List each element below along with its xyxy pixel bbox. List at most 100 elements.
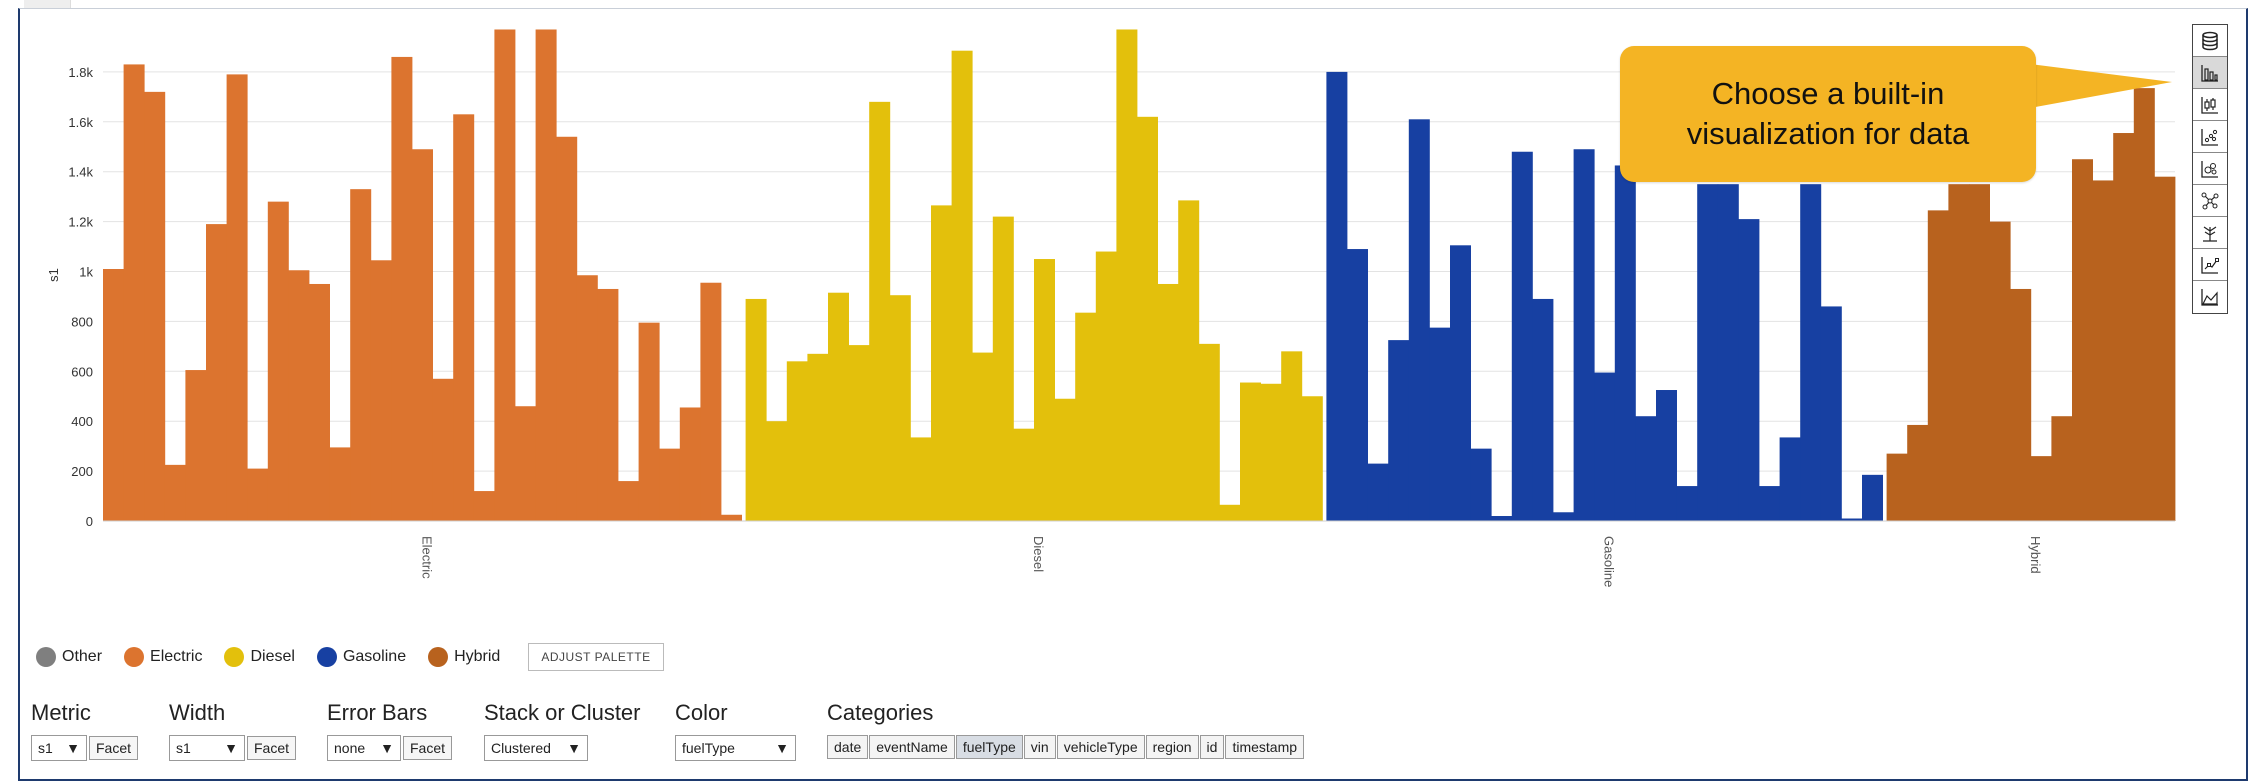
bar-hybrid[interactable]: [1969, 184, 1990, 522]
category-chip-date[interactable]: date: [827, 735, 869, 759]
bar-electric[interactable]: [535, 29, 557, 522]
bar-diesel[interactable]: [1157, 283, 1179, 521]
bar-gasoline[interactable]: [1697, 184, 1719, 522]
bar-electric[interactable]: [103, 269, 124, 521]
bar-diesel[interactable]: [992, 216, 1014, 522]
bar-gasoline[interactable]: [1614, 165, 1636, 521]
bar-electric[interactable]: [391, 56, 413, 522]
bar-diesel[interactable]: [869, 101, 891, 521]
bar-electric[interactable]: [494, 29, 516, 522]
bubble-icon[interactable]: [2193, 153, 2227, 185]
bar-diesel[interactable]: [807, 353, 829, 521]
bar-electric[interactable]: [515, 406, 536, 521]
bar-diesel[interactable]: [1054, 398, 1076, 521]
bar-diesel[interactable]: [1260, 383, 1282, 521]
legend-item-gasoline[interactable]: Gasoline: [316, 647, 406, 667]
bar-hybrid[interactable]: [2154, 176, 2176, 521]
bar-electric[interactable]: [164, 464, 186, 521]
bar-hybrid[interactable]: [1989, 221, 2011, 521]
bar-diesel[interactable]: [910, 437, 932, 521]
category-chip-region[interactable]: region: [1145, 735, 1199, 759]
bar-gasoline[interactable]: [1367, 463, 1389, 521]
bar-gasoline[interactable]: [1532, 298, 1554, 521]
bar-electric[interactable]: [267, 201, 289, 521]
bar-gasoline[interactable]: [1759, 486, 1780, 521]
bar-electric[interactable]: [432, 378, 454, 521]
candlestick-icon[interactable]: [2193, 89, 2227, 121]
bar-gasoline[interactable]: [1717, 184, 1739, 522]
category-chip-vin[interactable]: vin: [1023, 735, 1056, 759]
metric-select[interactable]: s1 ▼: [31, 735, 87, 761]
bar-diesel[interactable]: [1281, 351, 1303, 521]
bar-gasoline[interactable]: [1511, 151, 1533, 522]
bar-gasoline[interactable]: [1388, 340, 1410, 521]
bar-diesel[interactable]: [1116, 29, 1138, 522]
bar-electric[interactable]: [576, 275, 598, 521]
bar-gasoline[interactable]: [1800, 184, 1822, 522]
bar-diesel[interactable]: [1178, 200, 1200, 521]
category-chip-fueltype[interactable]: fuelType: [955, 735, 1023, 759]
bar-diesel[interactable]: [766, 421, 788, 521]
bar-electric[interactable]: [638, 322, 660, 521]
bar-diesel[interactable]: [745, 298, 767, 521]
bar-diesel[interactable]: [931, 205, 952, 521]
bar-hybrid[interactable]: [2010, 288, 2032, 521]
bar-hybrid[interactable]: [2113, 133, 2135, 521]
bar-hybrid[interactable]: [2072, 159, 2093, 521]
bar-hybrid[interactable]: [2092, 180, 2114, 521]
bar-diesel[interactable]: [1137, 116, 1158, 521]
bar-hybrid[interactable]: [2051, 416, 2073, 521]
error-bars-select[interactable]: none ▼: [327, 735, 401, 761]
network-icon[interactable]: [2193, 185, 2227, 217]
bar-gasoline[interactable]: [1429, 327, 1451, 521]
bar-chart-icon[interactable]: [2193, 57, 2227, 89]
bar-electric[interactable]: [123, 64, 145, 521]
width-facet-button[interactable]: Facet: [247, 736, 297, 760]
bar-diesel[interactable]: [1301, 396, 1323, 521]
bar-gasoline[interactable]: [1450, 245, 1471, 522]
bar-hybrid[interactable]: [1948, 184, 1970, 522]
bar-electric[interactable]: [226, 74, 248, 522]
bar-gasoline[interactable]: [1408, 119, 1430, 522]
legend-item-other[interactable]: Other: [36, 647, 102, 667]
bar-electric[interactable]: [288, 270, 310, 521]
bar-gasoline[interactable]: [1594, 372, 1616, 521]
bar-diesel[interactable]: [1013, 428, 1035, 521]
legend-item-diesel[interactable]: Diesel: [224, 647, 295, 667]
tree-icon[interactable]: [2193, 217, 2227, 249]
bar-electric[interactable]: [350, 189, 372, 522]
bar-hybrid[interactable]: [1907, 424, 1929, 521]
bar-electric[interactable]: [247, 468, 269, 521]
bar-diesel[interactable]: [972, 352, 994, 521]
bar-gasoline[interactable]: [1862, 474, 1883, 521]
bar-gasoline[interactable]: [1573, 149, 1595, 521]
bar-gasoline[interactable]: [1676, 486, 1698, 521]
scatter-icon[interactable]: [2193, 121, 2227, 153]
bar-diesel[interactable]: [1198, 343, 1220, 521]
legend-item-electric[interactable]: Electric: [124, 647, 202, 667]
bar-electric[interactable]: [618, 481, 639, 521]
bar-gasoline[interactable]: [1820, 306, 1842, 521]
bar-electric[interactable]: [185, 370, 207, 521]
bar-electric[interactable]: [721, 514, 742, 521]
bar-diesel[interactable]: [951, 50, 973, 521]
bar-gasoline[interactable]: [1779, 437, 1801, 521]
bar-electric[interactable]: [679, 407, 701, 521]
bar-gasoline[interactable]: [1635, 416, 1657, 521]
bar-electric[interactable]: [597, 288, 619, 521]
database-icon[interactable]: [2193, 25, 2227, 57]
width-select[interactable]: s1 ▼: [169, 735, 245, 761]
bar-hybrid[interactable]: [2133, 88, 2155, 522]
bar-hybrid[interactable]: [2030, 456, 2052, 521]
bar-gasoline[interactable]: [1491, 516, 1513, 521]
area-chart-icon[interactable]: [2193, 281, 2227, 313]
bar-electric[interactable]: [453, 114, 475, 521]
bar-diesel[interactable]: [1219, 504, 1241, 521]
bar-gasoline[interactable]: [1656, 390, 1677, 521]
metric-facet-button[interactable]: Facet: [89, 736, 139, 760]
bar-diesel[interactable]: [1240, 382, 1261, 521]
bar-hybrid[interactable]: [1886, 453, 1908, 521]
bar-gasoline[interactable]: [1326, 71, 1348, 522]
bar-electric[interactable]: [329, 447, 351, 521]
adjust-palette-button[interactable]: ADJUST PALETTE: [528, 643, 664, 671]
